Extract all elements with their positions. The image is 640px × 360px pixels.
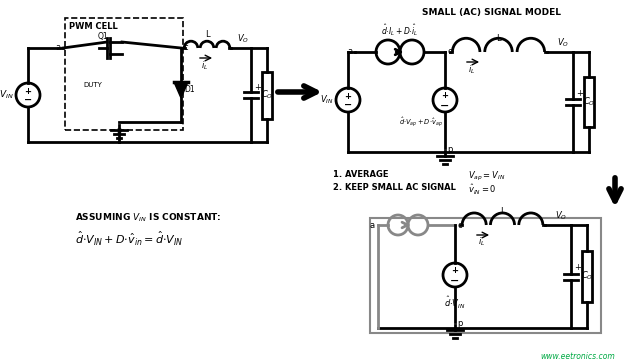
Text: c: c xyxy=(447,48,452,57)
Text: c: c xyxy=(457,220,461,230)
Text: −: − xyxy=(24,95,32,105)
Text: $C_O$: $C_O$ xyxy=(583,96,595,108)
Text: $V_O$: $V_O$ xyxy=(237,32,249,45)
Text: +: + xyxy=(24,87,31,96)
Text: $C_O$: $C_O$ xyxy=(261,89,273,101)
Text: $\hat{d}{\cdot}I_L+D{\cdot}\hat{i}_L$: $\hat{d}{\cdot}I_L+D{\cdot}\hat{i}_L$ xyxy=(381,22,419,38)
Text: $i_L$: $i_L$ xyxy=(478,236,485,248)
Text: L: L xyxy=(205,30,209,39)
Text: +: + xyxy=(576,90,583,99)
Text: −: − xyxy=(451,275,460,285)
Bar xyxy=(370,218,601,333)
Text: DUTY: DUTY xyxy=(83,82,102,88)
Text: $C_O$: $C_O$ xyxy=(581,270,593,282)
Text: −: − xyxy=(440,100,450,111)
Text: p: p xyxy=(447,145,452,154)
Text: 2. KEEP SMALL AC SIGNAL: 2. KEEP SMALL AC SIGNAL xyxy=(333,183,456,192)
Text: $i_L$: $i_L$ xyxy=(201,59,208,72)
Text: $\hat{d}{\cdot}V_{ap}+D{\cdot}\hat{v}_{ap}$: $\hat{d}{\cdot}V_{ap}+D{\cdot}\hat{v}_{a… xyxy=(399,115,443,129)
Text: $V_{ap} = V_{IN}$: $V_{ap} = V_{IN}$ xyxy=(468,170,505,183)
Text: $\hat{d}{\cdot}V_{IN}+D{\cdot}\hat{v}_{in}=\hat{d}{\cdot}V_{IN}$: $\hat{d}{\cdot}V_{IN}+D{\cdot}\hat{v}_{i… xyxy=(75,230,183,248)
Text: a: a xyxy=(56,44,61,53)
Bar xyxy=(584,77,594,127)
Text: www.eetronics.com: www.eetronics.com xyxy=(540,352,615,360)
Text: SMALL (AC) SIGNAL MODEL: SMALL (AC) SIGNAL MODEL xyxy=(422,8,561,17)
Text: +: + xyxy=(344,92,351,101)
Text: L: L xyxy=(496,34,501,43)
Text: $i_L$: $i_L$ xyxy=(468,63,476,76)
Bar xyxy=(582,251,592,302)
Text: a: a xyxy=(348,48,353,57)
Text: L: L xyxy=(500,207,505,216)
Polygon shape xyxy=(174,82,188,98)
Text: Q1: Q1 xyxy=(98,32,108,41)
Text: p: p xyxy=(116,126,122,135)
Text: $V_O$: $V_O$ xyxy=(557,36,569,49)
Text: +: + xyxy=(254,82,261,91)
Text: $V_O$: $V_O$ xyxy=(555,210,567,222)
Text: a: a xyxy=(370,220,375,230)
Text: +: + xyxy=(574,264,581,273)
Text: ASSUMING $V_{IN}$ IS CONSTANT:: ASSUMING $V_{IN}$ IS CONSTANT: xyxy=(75,212,221,225)
Bar xyxy=(262,72,272,118)
Text: PWM CELL: PWM CELL xyxy=(69,22,118,31)
Text: 1. AVERAGE: 1. AVERAGE xyxy=(333,170,388,179)
Bar xyxy=(65,18,183,130)
Text: p: p xyxy=(457,319,462,328)
Text: $\hat{v}_{IN} = 0$: $\hat{v}_{IN} = 0$ xyxy=(468,183,497,197)
Text: $V_{IN}$: $V_{IN}$ xyxy=(0,89,14,101)
Text: $V_{IN}$: $V_{IN}$ xyxy=(320,94,334,106)
Text: c: c xyxy=(183,44,188,53)
Text: +: + xyxy=(442,91,449,100)
Text: $\hat{d}{\cdot}V_{IN}$: $\hat{d}{\cdot}V_{IN}$ xyxy=(444,295,466,311)
Text: +: + xyxy=(451,266,458,275)
Text: −: − xyxy=(344,100,352,110)
Text: D1: D1 xyxy=(184,85,195,94)
